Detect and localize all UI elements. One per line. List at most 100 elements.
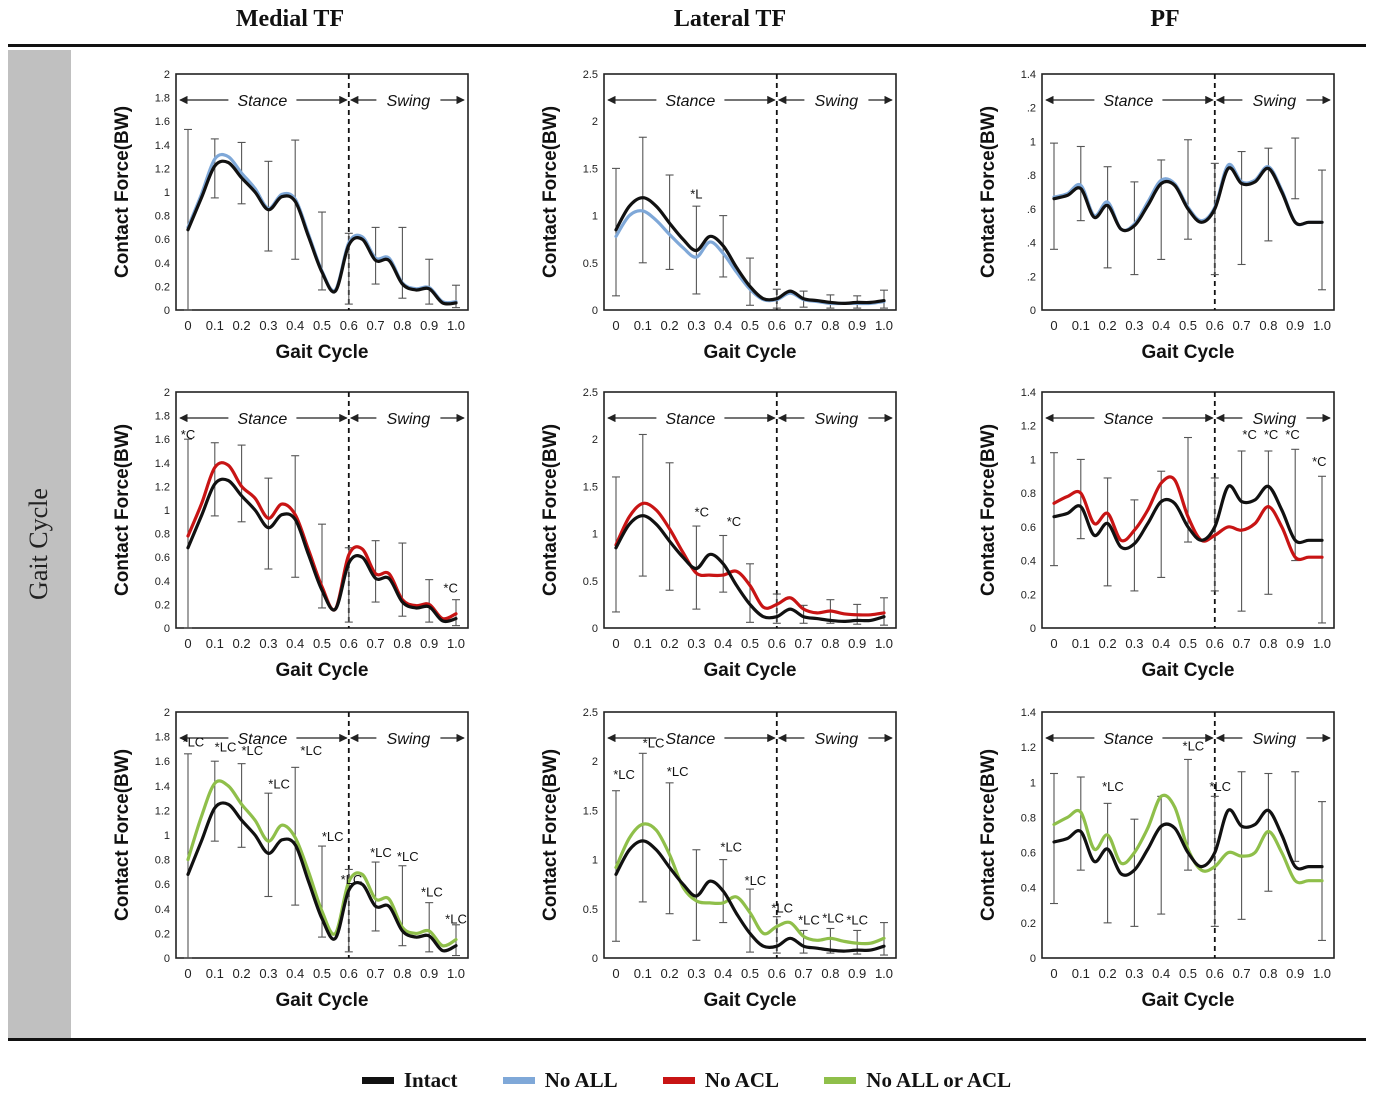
y-tick-label: 0.6 — [1021, 522, 1036, 534]
significance-annotation: *LC — [667, 764, 689, 779]
y-tick-label: 2 — [592, 434, 598, 446]
swing-label: Swing — [1253, 731, 1297, 748]
x-tick-label: 0.2 — [661, 318, 679, 333]
y-tick-label: 1.4 — [155, 140, 170, 152]
x-tick-label: 0.1 — [1072, 318, 1090, 333]
significance-annotation: *LC — [268, 776, 290, 791]
x-tick-label: 0.1 — [1072, 636, 1090, 651]
significance-annotation: *LC — [370, 845, 392, 860]
y-tick-label: 1.6 — [155, 756, 170, 768]
y-tick-label: 1.2 — [155, 163, 170, 175]
x-tick-label: 0.1 — [1072, 966, 1090, 981]
x-tick-label: 0.8 — [1259, 966, 1277, 981]
significance-annotation: *LC — [846, 913, 868, 928]
x-tick-label: 1.0 — [875, 318, 893, 333]
x-tick-label: 0.4 — [714, 318, 732, 333]
legend-swatch-no-all-or-acl — [824, 1077, 857, 1084]
significance-annotation: *C — [695, 505, 709, 520]
significance-annotation: *C — [1312, 454, 1326, 469]
swing-label-bg — [1242, 88, 1307, 110]
x-tick-label: 0.7 — [795, 318, 813, 333]
legend-item-no-all-or-acl: No ALL or ACL — [824, 1068, 1011, 1093]
x-tick-label: 0.9 — [1286, 966, 1304, 981]
x-tick-label: 0.7 — [795, 966, 813, 981]
significance-annotation: *LC — [341, 872, 363, 887]
x-tick-label: 0.6 — [768, 966, 786, 981]
swing-label: Swing — [387, 731, 431, 748]
y-tick-label: 0.6 — [155, 879, 170, 891]
x-tick-label: 0.4 — [1152, 636, 1170, 651]
stance-label: Stance — [1103, 731, 1153, 748]
x-tick-label: 0.9 — [1286, 636, 1304, 651]
significance-annotation: *C — [1264, 427, 1278, 442]
y-tick-label: .8 — [1027, 170, 1036, 182]
x-tick-label: 0.2 — [233, 636, 251, 651]
chart-medial-tf-no-all-or-acl: 0 0.2 0.4 0.6 0.8 1 1.2 1.4 1.6 1.8 2 0 0.1 0.2 0.3 0.4… — [112, 707, 469, 1011]
significance-annotation: *C — [727, 514, 741, 529]
x-tick-label: 0.5 — [313, 636, 331, 651]
x-tick-label: 1.0 — [875, 966, 893, 981]
x-tick-label: 0.8 — [1259, 318, 1277, 333]
column-header-lateral-tf: Lateral TF — [673, 6, 787, 32]
stance-label: Stance — [665, 93, 715, 110]
x-tick-label: 0.9 — [420, 636, 438, 651]
y-tick-label: 1 — [1030, 136, 1036, 148]
significance-annotation: *LC — [445, 912, 467, 927]
x-tick-label: 0 — [1050, 966, 1057, 981]
x-tick-label: 0.9 — [848, 318, 866, 333]
x-tick-label: 0.3 — [1125, 318, 1143, 333]
x-tick-label: 0.3 — [687, 966, 705, 981]
x-tick-label: 0.4 — [286, 318, 304, 333]
swing-label-bg — [376, 726, 441, 748]
x-tick-label: 0.6 — [768, 636, 786, 651]
swing-label: Swing — [1253, 93, 1297, 110]
y-tick-label: 1 — [164, 505, 170, 517]
y-tick-label: 0.4 — [155, 576, 170, 588]
chart-pf-no-all: 0.2.4.6.81.21.40 0.1 0.2 0.3 0.4 0.5 0.6 0.7 0.8… — [978, 69, 1335, 363]
x-tick-label: 0.8 — [393, 636, 411, 651]
chart-lateral-tf-no-all: 0 0.5 1 1.5 2 2.5 0 0.1 0.2 0.3 0.4 0.5 0.6 0.7 0.8 0.9… — [540, 69, 897, 363]
y-axis-title: Contact Force(BW) — [978, 749, 999, 921]
legend-label-no-all: No ALL — [544, 1068, 618, 1092]
series-line-intact — [614, 839, 886, 953]
y-tick-label: 0.4 — [1021, 883, 1036, 895]
x-tick-label: 0.6 — [1206, 636, 1224, 651]
x-tick-label: 0.7 — [367, 966, 385, 981]
significance-annotation: *L — [690, 187, 702, 202]
x-tick-label: 0.1 — [634, 636, 652, 651]
y-tick-label: 1 — [592, 211, 598, 223]
y-tick-label: 2 — [164, 707, 170, 719]
y-tick-label: 1.2 — [155, 481, 170, 493]
swing-label-bg — [804, 406, 869, 428]
legend-swatch-intact — [361, 1077, 394, 1084]
y-tick-label: 1 — [1030, 454, 1036, 466]
y-tick-label: 0.5 — [583, 258, 598, 270]
y-tick-label: 0 — [1030, 305, 1036, 317]
significance-annotation: *LC — [1209, 779, 1231, 794]
swing-label: Swing — [387, 411, 431, 428]
x-axis-title: Gait Cycle — [1142, 660, 1235, 681]
x-tick-label: 0.2 — [661, 636, 679, 651]
stance-label-bg — [228, 726, 297, 748]
y-tick-label: 0 — [592, 953, 598, 965]
y-tick-label: 0.4 — [155, 258, 170, 270]
x-tick-label: 0.4 — [286, 636, 304, 651]
stance-label-bg — [1094, 88, 1163, 110]
x-tick-label: 0.7 — [1233, 966, 1251, 981]
y-tick-label: 0 — [592, 623, 598, 635]
significance-annotation: *LC — [183, 734, 205, 749]
y-tick-label: 1.8 — [155, 93, 170, 105]
y-tick-label: .2 — [1027, 271, 1036, 283]
significance-annotation: *LC — [215, 739, 237, 754]
x-tick-label: 0.2 — [233, 318, 251, 333]
y-tick-label: 0.8 — [155, 529, 170, 541]
x-axis-title: Gait Cycle — [704, 660, 797, 681]
x-tick-label: 1.0 — [447, 636, 465, 651]
y-tick-label: 1 — [1030, 777, 1036, 789]
x-axis-title: Gait Cycle — [704, 342, 797, 363]
y-tick-label: 2.5 — [583, 387, 598, 399]
legend-item-no-all: No ALL — [502, 1068, 618, 1093]
x-tick-label: 0.7 — [367, 318, 385, 333]
y-tick-label: 1.2 — [1021, 742, 1036, 754]
y-tick-label: 1.4 — [1021, 387, 1036, 399]
